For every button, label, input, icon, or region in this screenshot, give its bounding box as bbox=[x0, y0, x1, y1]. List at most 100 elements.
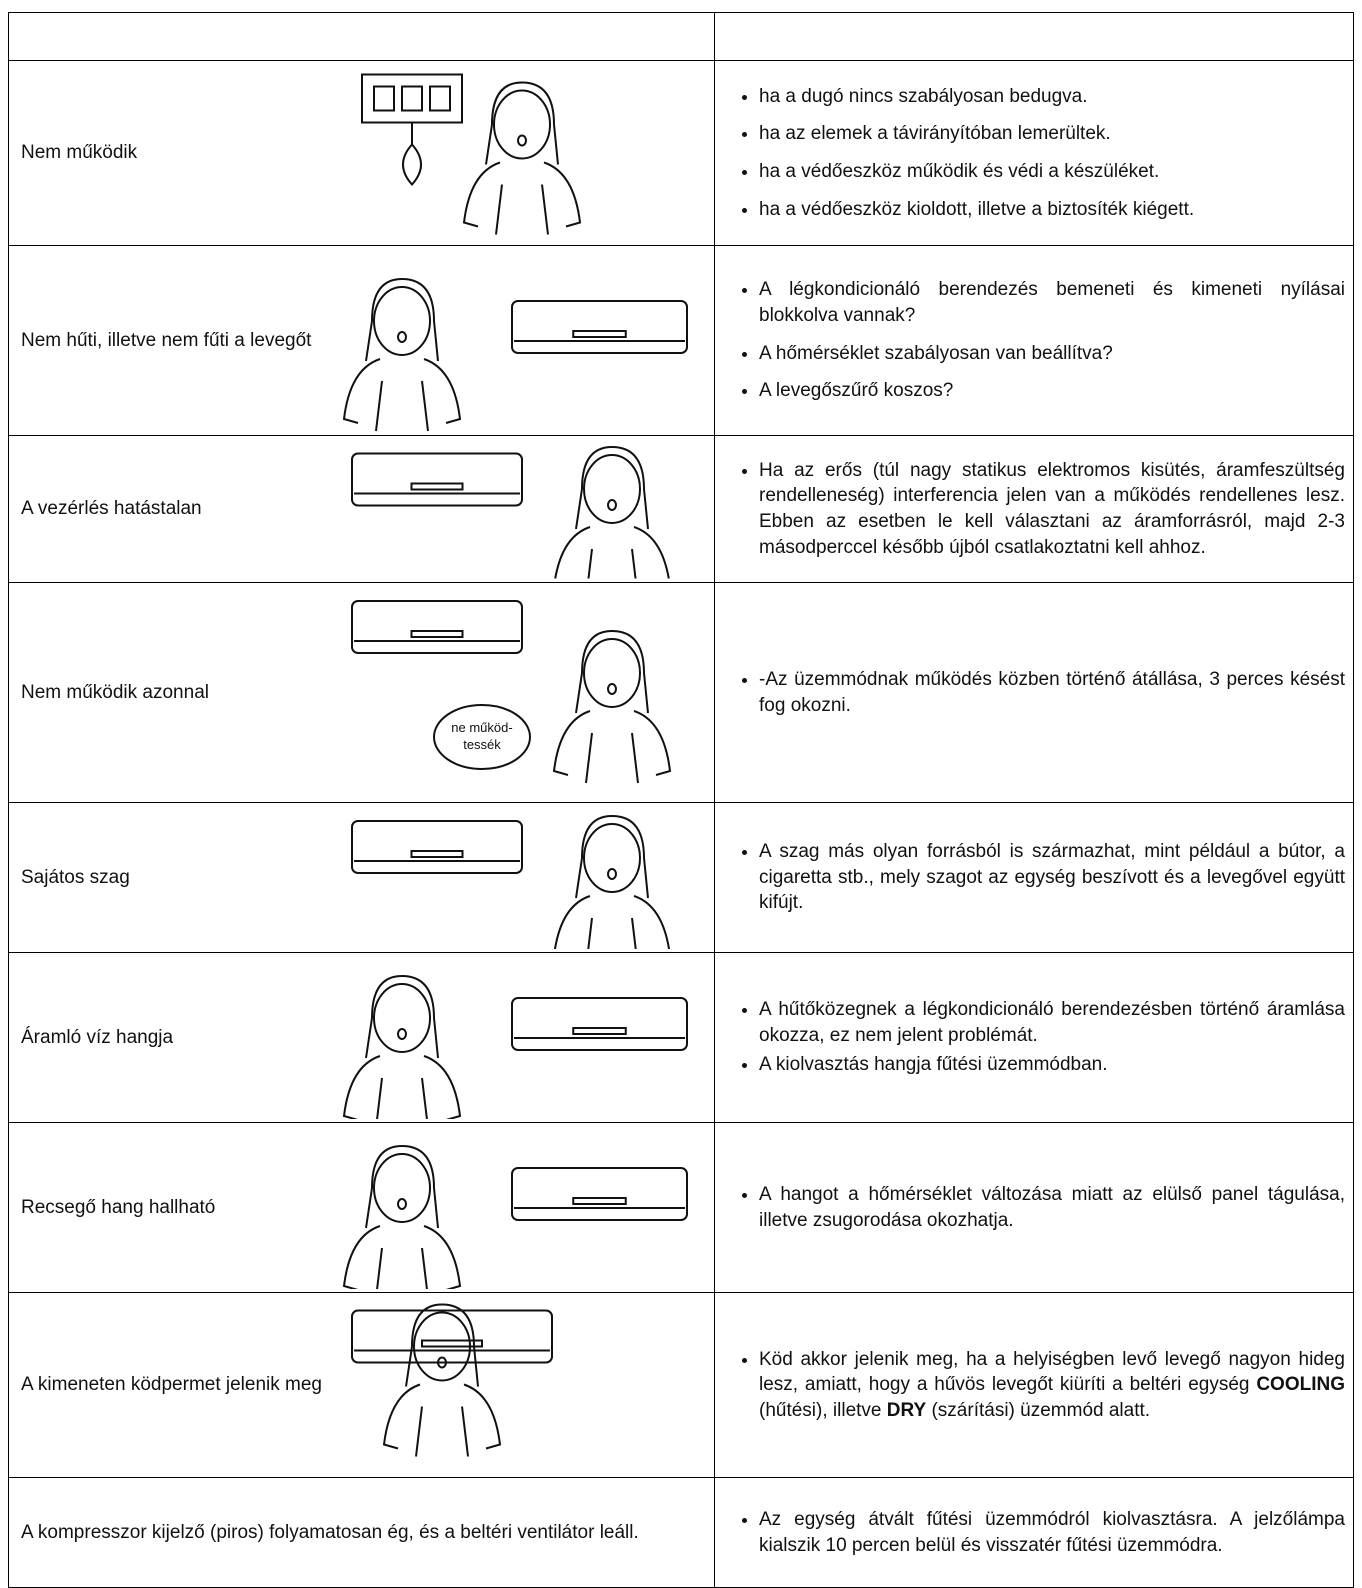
thought-bubble bbox=[433, 703, 531, 770]
ac-unit bbox=[351, 819, 523, 874]
mouth bbox=[607, 682, 617, 695]
ac-unit bbox=[511, 996, 688, 1051]
head bbox=[583, 822, 641, 893]
cause-list: A légkondicionáló berendezés bemeneti és… bbox=[729, 277, 1345, 404]
cause-item: A hangot a hőmérséklet változása miatt a… bbox=[759, 1182, 1345, 1233]
head bbox=[583, 454, 641, 524]
cause-text: A hangot a hőmérséklet változása miatt a… bbox=[759, 1183, 1345, 1231]
mouth bbox=[397, 330, 407, 343]
ac-display bbox=[572, 1196, 627, 1205]
ac-display bbox=[410, 482, 464, 491]
problem-text: Nem működik azonnal bbox=[21, 681, 209, 703]
cause-item: ha a védőeszköz kioldott, illetve a bizt… bbox=[759, 197, 1345, 223]
bubble-text: ne működ- bbox=[451, 720, 512, 735]
problem-text: Nem hűti, illetve nem fűti a levegőt bbox=[21, 329, 312, 351]
problem-cell: A kimeneten ködpermet jelenik meg bbox=[8, 1292, 715, 1478]
cause-text: ha az elemek a távirányítóban lemerültek… bbox=[759, 123, 1111, 145]
cause-list: A hangot a hőmérséklet változása miatt a… bbox=[729, 1182, 1345, 1233]
illustration bbox=[342, 277, 688, 431]
cause-cell: A hűtőközegnek a légkondicionáló berende… bbox=[714, 952, 1354, 1123]
header-row bbox=[8, 12, 1354, 61]
drop bbox=[402, 122, 422, 186]
ac-unit bbox=[511, 1166, 688, 1221]
table-row: Nem működik ha a dugó nincs szabályosan b… bbox=[8, 60, 1354, 246]
hair bbox=[365, 974, 439, 1058]
table-row: A kimeneten ködpermet jelenik meg Köd akk… bbox=[8, 1292, 1354, 1478]
problem-cell: Nem működik azonnal ne működ-tessék bbox=[8, 582, 715, 803]
mouth bbox=[517, 134, 527, 147]
cause-item: A hőmérséklet szabályosan van beállítva? bbox=[759, 341, 1345, 367]
cause-list: Az egység átvált fűtési üzemmódról kiolv… bbox=[729, 1507, 1345, 1558]
body-outline bbox=[342, 357, 462, 431]
problem-cell: Áramló víz hangja bbox=[8, 952, 715, 1123]
cause-cell: ha a dugó nincs szabályosan bedugva. ha a… bbox=[714, 60, 1354, 246]
problem-text: Sajátos szag bbox=[21, 866, 130, 888]
cause-text: A hűtőközegnek a légkondicionáló berende… bbox=[759, 999, 1345, 1046]
cause-item: Ha az erős (túl nagy statikus elektromos… bbox=[759, 458, 1345, 561]
socket bbox=[401, 85, 423, 112]
body-outline bbox=[342, 1054, 462, 1119]
cause-item: A szag más olyan forrásból is származhat… bbox=[759, 839, 1345, 916]
socket bbox=[373, 85, 395, 112]
header-cell bbox=[8, 12, 715, 61]
body-outline bbox=[342, 1224, 462, 1289]
hair bbox=[365, 1144, 439, 1228]
bubble-text: tessék bbox=[463, 737, 501, 752]
ac-display bbox=[572, 329, 627, 338]
body-outline bbox=[382, 1383, 502, 1457]
cause-text: (hűtési), illetve bbox=[759, 1399, 887, 1421]
header-cell bbox=[714, 12, 1354, 61]
illustration bbox=[351, 1303, 553, 1457]
mouth bbox=[607, 499, 617, 511]
cause-item: A hűtőközegnek a légkondicionáló berende… bbox=[759, 997, 1345, 1048]
cause-cell: -Az üzemmódnak működés közben történő át… bbox=[714, 582, 1354, 803]
mouth bbox=[437, 1356, 447, 1369]
cause-text: A kiolvasztás hangja fűtési üzemmódban. bbox=[759, 1054, 1108, 1076]
cause-item: ha a dugó nincs szabályosan bedugva. bbox=[759, 84, 1345, 110]
cause-item: -Az üzemmódnak működés közben történő át… bbox=[759, 667, 1345, 718]
table-row: Nem hűti, illetve nem fűti a levegőt A lé… bbox=[8, 245, 1354, 436]
ac-unit bbox=[351, 599, 523, 654]
hair bbox=[365, 277, 439, 361]
cause-text: Az egység átvált fűtési üzemmódról kiolv… bbox=[759, 1508, 1345, 1556]
head bbox=[373, 1152, 431, 1223]
head bbox=[583, 637, 641, 708]
cause-text: A szag más olyan forrásból is származhat… bbox=[759, 841, 1345, 914]
problem-text: A kimeneten ködpermet jelenik meg bbox=[21, 1374, 322, 1396]
head bbox=[413, 1311, 471, 1382]
ac-unit bbox=[351, 452, 523, 507]
cause-text: A hőmérséklet szabályosan van beállítva? bbox=[759, 342, 1113, 364]
cause-item: ha a védőeszköz működik és védi a készül… bbox=[759, 159, 1345, 185]
problem-cell: Nem működik bbox=[8, 60, 715, 246]
table-row: A vezérlés hatástalan Ha az erős (túl nag… bbox=[8, 435, 1354, 583]
illustration bbox=[361, 73, 582, 235]
table-row: Áramló víz hangja A hűtőközegnek a légkon… bbox=[8, 952, 1354, 1123]
mouth bbox=[607, 867, 617, 880]
cause-text: A légkondicionáló berendezés bemeneti és… bbox=[759, 279, 1345, 326]
table-row: A kompresszor kijelző (piros) folyamatos… bbox=[8, 1477, 1354, 1588]
socket-panel bbox=[361, 73, 463, 124]
cause-item: A légkondicionáló berendezés bemeneti és… bbox=[759, 277, 1345, 328]
problem-cell: Nem hűti, illetve nem fűti a levegőt bbox=[8, 245, 715, 436]
ac-display bbox=[410, 849, 464, 858]
cause-cell: Ha az erős (túl nagy statikus elektromos… bbox=[714, 435, 1354, 583]
illustration: ne működ-tessék bbox=[351, 599, 672, 783]
cause-list: Köd akkor jelenik meg, ha a helyiségben … bbox=[729, 1347, 1345, 1424]
cause-list: ha a dugó nincs szabályosan bedugva. ha a… bbox=[729, 84, 1345, 223]
hair bbox=[485, 81, 559, 165]
cause-text: Ha az erős (túl nagy statikus elektromos… bbox=[759, 459, 1345, 558]
mode-name: COOLING bbox=[1256, 1374, 1345, 1396]
problem-cell: A kompresszor kijelző (piros) folyamatos… bbox=[8, 1477, 715, 1588]
body-outline bbox=[554, 894, 670, 949]
cause-item: A kiolvasztás hangja fűtési üzemmódban. bbox=[759, 1052, 1345, 1078]
cause-text: ha a dugó nincs szabályosan bedugva. bbox=[759, 85, 1088, 107]
cause-cell: Köd akkor jelenik meg, ha a helyiségben … bbox=[714, 1292, 1354, 1478]
cause-text: A levegőszűrő koszos? bbox=[759, 380, 954, 402]
mode-name: DRY bbox=[886, 1399, 927, 1421]
cause-item: ha az elemek a távirányítóban lemerültek… bbox=[759, 121, 1345, 147]
cause-list: -Az üzemmódnak működés közben történő át… bbox=[729, 667, 1345, 718]
illustration bbox=[342, 1144, 688, 1289]
cause-text: (szárítási) üzemmód alatt. bbox=[926, 1399, 1151, 1421]
body-outline bbox=[462, 161, 582, 235]
